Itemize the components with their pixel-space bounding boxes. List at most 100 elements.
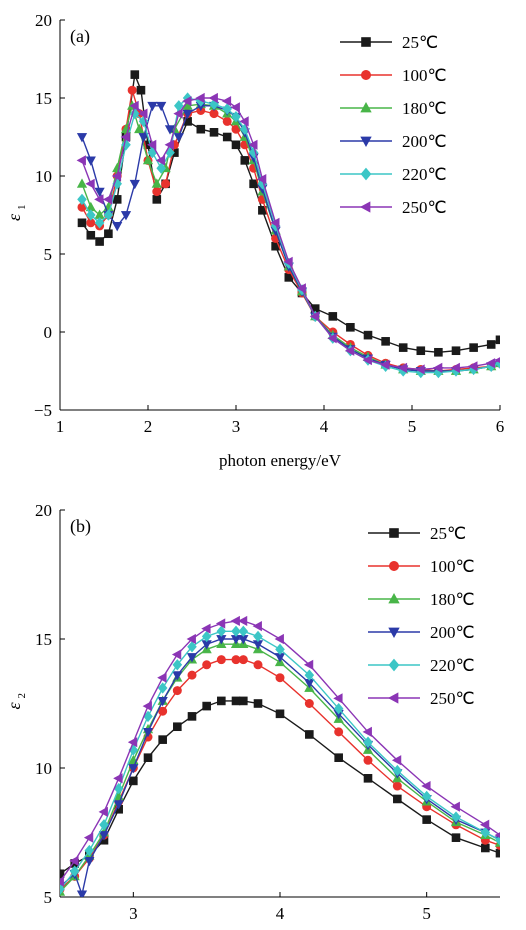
data-point <box>60 883 65 895</box>
data-point <box>239 116 249 127</box>
data-point <box>86 209 96 221</box>
series-line <box>60 700 500 875</box>
data-point <box>238 655 248 665</box>
data-point <box>222 103 232 115</box>
data-point <box>112 195 122 204</box>
data-point <box>138 108 148 119</box>
data-point <box>363 755 373 765</box>
data-point <box>248 139 258 150</box>
data-point <box>486 340 496 349</box>
data-point <box>363 736 373 748</box>
data-point <box>151 178 162 188</box>
data-point <box>196 124 206 134</box>
data-point <box>102 194 113 205</box>
data-point <box>485 358 496 369</box>
data-point <box>95 237 104 246</box>
data-point <box>94 217 105 229</box>
data-point <box>209 128 219 137</box>
legend-label: 220℃ <box>402 165 447 184</box>
data-point <box>69 865 80 877</box>
legend-item: 200℃ <box>340 132 447 151</box>
data-point <box>270 217 280 228</box>
x-tick-label: 3 <box>232 417 241 436</box>
data-point <box>120 211 132 221</box>
legend-swatch-marker <box>360 136 372 148</box>
data-point <box>275 709 285 719</box>
data-point <box>142 727 154 738</box>
data-point <box>216 625 227 637</box>
data-point <box>187 641 197 653</box>
data-point <box>99 819 109 831</box>
data-point <box>172 659 183 671</box>
data-point <box>127 737 138 748</box>
data-point <box>103 209 114 221</box>
data-point <box>129 179 140 190</box>
data-point <box>173 133 184 143</box>
data-point <box>309 311 320 322</box>
legend-swatch-marker <box>388 592 400 604</box>
data-point <box>275 643 285 655</box>
chart-panel-a: 1 2 3 4 5 6 −5 0 5 10 15 20 photon energy/eV ε 1 (a) 25℃… <box>4 11 504 470</box>
data-point <box>202 660 212 670</box>
x-tick-label: 5 <box>422 904 431 923</box>
plot-area <box>76 70 500 379</box>
data-point <box>128 764 139 774</box>
data-point <box>296 283 306 294</box>
data-point <box>98 806 108 817</box>
legend: 25℃ 100℃ 180℃ 200℃ 220℃ 250℃ <box>340 33 447 217</box>
data-point <box>164 125 176 135</box>
data-point <box>156 162 166 174</box>
data-point <box>252 620 262 632</box>
data-point <box>392 781 402 791</box>
y-tick-label: 5 <box>44 245 53 264</box>
data-point <box>76 890 88 897</box>
y-axis-title: ε <box>4 213 24 221</box>
legend-swatch-marker <box>388 658 400 672</box>
data-point <box>94 194 104 205</box>
panel-label: (b) <box>70 516 91 537</box>
legend-item: 220℃ <box>368 656 475 675</box>
data-point <box>215 618 226 629</box>
data-point <box>363 330 373 340</box>
y-axis-title-subscript: 1 <box>16 205 28 211</box>
data-point <box>415 364 425 375</box>
x-tick-label: 4 <box>276 904 285 923</box>
data-point <box>147 101 158 112</box>
data-point <box>450 801 460 812</box>
legend-label: 25℃ <box>402 33 438 52</box>
data-point <box>305 730 314 739</box>
data-point <box>253 699 263 708</box>
data-point <box>231 111 241 123</box>
data-point <box>136 85 146 95</box>
legend-swatch-marker <box>359 201 371 213</box>
data-point <box>152 187 162 197</box>
data-point <box>158 735 167 744</box>
data-point <box>333 693 343 704</box>
data-point <box>182 96 192 107</box>
data-point <box>231 140 241 150</box>
legend-swatch-marker <box>360 101 372 113</box>
x-tick-label: 2 <box>144 417 153 436</box>
data-point <box>393 794 402 804</box>
legend-swatch-marker <box>387 692 399 704</box>
data-point <box>327 333 337 344</box>
x-tick-label: 4 <box>320 417 329 436</box>
data-point <box>334 753 343 762</box>
legend-label: 200℃ <box>430 623 475 642</box>
data-point <box>85 178 95 189</box>
data-point <box>451 346 461 356</box>
data-point <box>240 156 250 165</box>
legend-label: 180℃ <box>402 99 447 118</box>
data-point <box>346 323 355 332</box>
legend-item: 250℃ <box>340 198 447 217</box>
data-point <box>422 815 431 824</box>
data-point <box>334 727 344 737</box>
legend: 25℃ 100℃ 180℃ 200℃ 220℃ 250℃ <box>368 524 475 708</box>
data-point <box>381 337 390 346</box>
data-point <box>450 362 460 373</box>
data-point <box>362 354 372 366</box>
data-point <box>98 831 110 841</box>
data-point <box>344 345 355 356</box>
data-point <box>253 630 263 643</box>
